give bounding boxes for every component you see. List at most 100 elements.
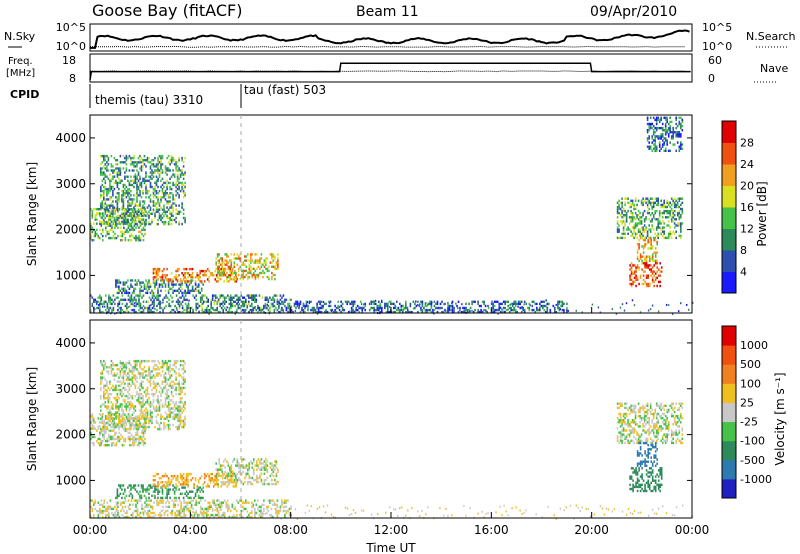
data-cell [134, 415, 137, 418]
data-cell [190, 276, 192, 279]
data-cell [113, 397, 116, 400]
data-cell [619, 214, 622, 217]
data-cell [104, 185, 107, 189]
data-cell [655, 234, 658, 237]
data-cell [112, 437, 115, 441]
data-cell [160, 196, 162, 199]
data-cell [304, 310, 306, 314]
data-cell [128, 214, 131, 218]
data-cell [114, 431, 116, 434]
data-cell [99, 228, 101, 232]
data-cell [658, 143, 661, 146]
data-cell [145, 210, 147, 213]
data-cell [492, 302, 494, 306]
data-cell [159, 304, 161, 308]
data-cell [260, 271, 263, 275]
data-cell [173, 202, 176, 205]
data-cell [644, 262, 646, 265]
data-cell [651, 205, 653, 209]
ground-scatter-cell [649, 308, 652, 311]
data-cell [141, 439, 143, 443]
data-cell [176, 382, 179, 385]
data-cell [176, 289, 179, 292]
data-cell [649, 122, 652, 126]
data-cell [664, 205, 667, 209]
data-cell [132, 419, 134, 422]
data-cell [163, 361, 165, 365]
data-cell [185, 483, 188, 486]
data-cell [158, 425, 161, 429]
data-cell [271, 277, 273, 281]
data-cell [128, 484, 131, 487]
data-cell [163, 306, 166, 310]
data-cell [676, 203, 679, 207]
data-cell [176, 177, 179, 180]
data-cell [681, 129, 684, 132]
data-cell [108, 444, 110, 447]
data-cell [206, 267, 209, 271]
data-cell [618, 203, 620, 207]
data-cell [288, 310, 291, 314]
data-cell [149, 413, 152, 416]
data-cell [108, 218, 110, 221]
data-cell [143, 200, 146, 203]
data-cell [184, 298, 187, 301]
data-cell [120, 230, 122, 234]
data-cell [136, 427, 138, 431]
data-cell [91, 210, 94, 213]
data-cell [136, 392, 138, 396]
data-cell [114, 212, 116, 215]
data-cell [125, 289, 128, 292]
data-cell [355, 306, 357, 310]
data-cell [173, 409, 176, 412]
data-cell [134, 173, 137, 176]
data-cell [130, 214, 132, 218]
data-cell [254, 300, 256, 303]
data-cell [124, 298, 127, 301]
data-cell [405, 300, 407, 303]
data-cell [138, 435, 140, 439]
data-cell [100, 232, 103, 236]
data-cell [238, 255, 240, 258]
data-cell [680, 207, 682, 211]
data-cell [630, 272, 633, 275]
data-cell [121, 298, 124, 301]
data-cell [104, 202, 107, 205]
data-cell [148, 372, 150, 375]
data-cell [498, 306, 500, 310]
data-cell [678, 197, 681, 200]
data-cell [116, 171, 119, 174]
data-cell [376, 308, 379, 312]
data-cell [220, 269, 222, 273]
data-cell [187, 310, 190, 314]
data-cell [133, 210, 136, 213]
data-cell [146, 490, 149, 493]
data-cell [639, 228, 641, 231]
data-cell [219, 296, 221, 299]
data-cell [248, 296, 250, 299]
data-cell [248, 269, 251, 273]
data-cell [295, 300, 297, 303]
data-cell [430, 302, 433, 306]
data-cell [656, 270, 658, 273]
data-cell [110, 411, 113, 414]
data-cell [105, 226, 107, 229]
data-cell [175, 183, 177, 187]
data-cell [184, 302, 187, 306]
data-cell [122, 409, 125, 412]
data-cell [631, 234, 634, 237]
data-cell [188, 267, 191, 271]
data-cell [680, 124, 682, 128]
data-cell [178, 488, 180, 491]
data-cell [164, 169, 167, 172]
data-cell [132, 444, 134, 447]
data-cell [231, 298, 234, 301]
data-cell [528, 302, 531, 306]
data-cell [101, 376, 104, 379]
data-cell [650, 239, 652, 242]
data-cell [251, 310, 253, 314]
data-cell [652, 201, 655, 204]
data-cell [128, 370, 131, 373]
data-cell [151, 415, 153, 418]
data-cell [224, 466, 226, 469]
